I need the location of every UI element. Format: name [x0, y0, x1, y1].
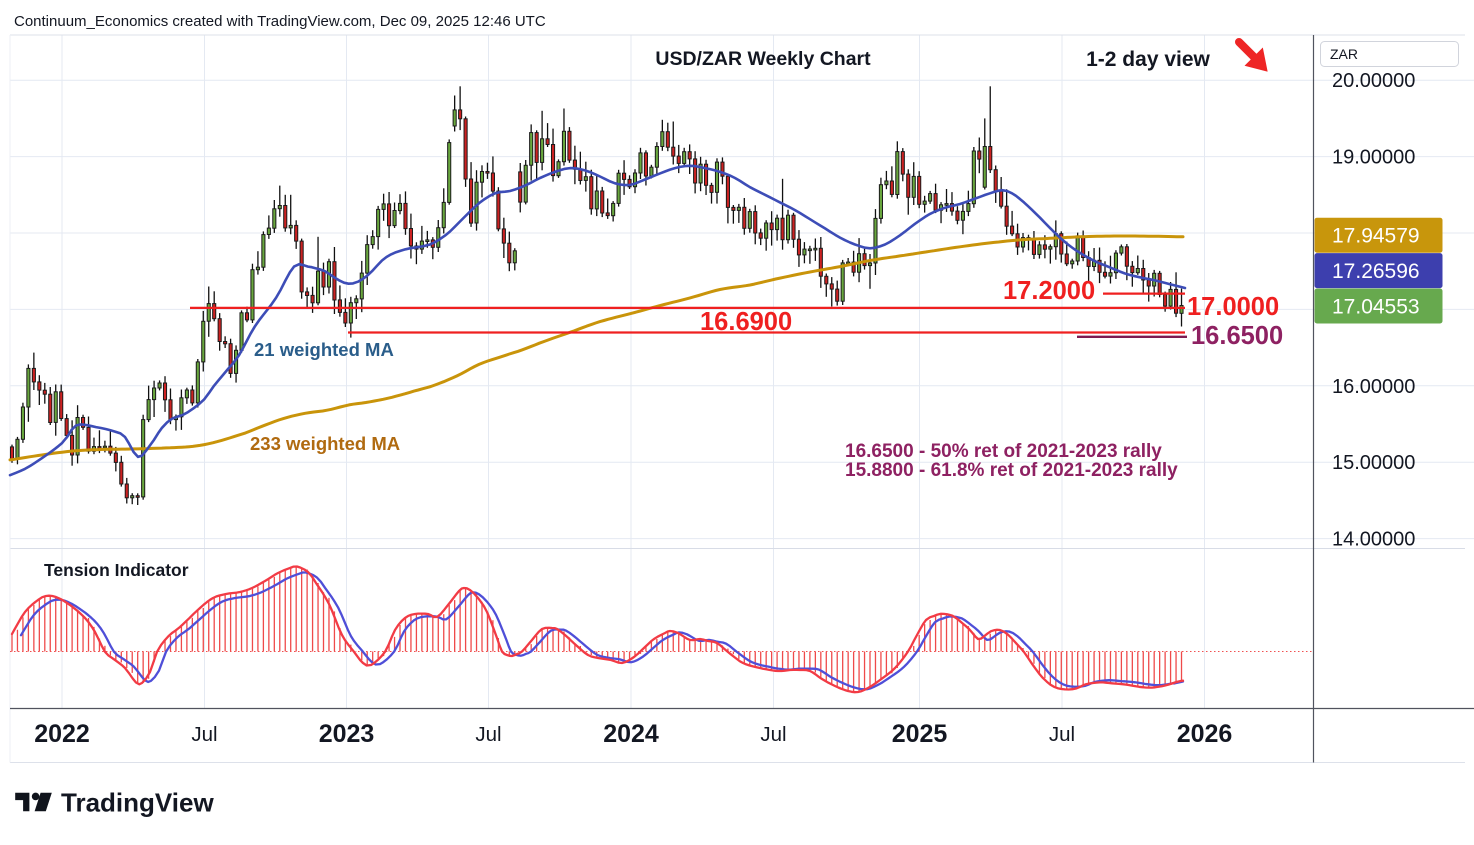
- svg-text:20.00000: 20.00000: [1332, 70, 1415, 92]
- svg-text:2024: 2024: [603, 720, 659, 748]
- svg-text:ZAR: ZAR: [1330, 46, 1358, 62]
- svg-text:Tension Indicator: Tension Indicator: [44, 560, 189, 580]
- svg-text:17.94579: 17.94579: [1332, 225, 1420, 248]
- svg-text:Jul: Jul: [475, 723, 501, 746]
- svg-text:2023: 2023: [319, 720, 375, 748]
- svg-text:15.8800 - 61.8% ret of 2021-20: 15.8800 - 61.8% ret of 2021-2023 rally: [845, 460, 1178, 481]
- svg-text:17.04553: 17.04553: [1332, 296, 1420, 319]
- svg-text:Jul: Jul: [191, 723, 217, 746]
- svg-text:21 weighted MA: 21 weighted MA: [254, 339, 394, 360]
- svg-text:2026: 2026: [1177, 720, 1233, 748]
- svg-text:17.2000: 17.2000: [1003, 277, 1095, 305]
- svg-text:2025: 2025: [892, 720, 948, 748]
- svg-text:USD/ZAR Weekly Chart: USD/ZAR Weekly Chart: [655, 48, 871, 70]
- svg-text:Continuum_Economics created wi: Continuum_Economics created with Trading…: [14, 13, 546, 30]
- svg-text:16.6500: 16.6500: [1191, 322, 1283, 350]
- svg-text:19.00000: 19.00000: [1332, 147, 1415, 169]
- svg-text:2022: 2022: [34, 720, 90, 748]
- svg-text:16.00000: 16.00000: [1332, 376, 1415, 398]
- svg-text:233 weighted MA: 233 weighted MA: [250, 433, 400, 454]
- svg-text:17.26596: 17.26596: [1332, 260, 1420, 283]
- svg-text:16.6500 - 50% ret of 2021-2023: 16.6500 - 50% ret of 2021-2023 rally: [845, 441, 1162, 462]
- svg-text:Jul: Jul: [1049, 723, 1075, 746]
- svg-text:16.6900: 16.6900: [700, 308, 792, 336]
- svg-text:1-2 day view: 1-2 day view: [1086, 48, 1210, 71]
- svg-text:14.00000: 14.00000: [1332, 529, 1415, 551]
- svg-text:15.00000: 15.00000: [1332, 452, 1415, 474]
- svg-text:Jul: Jul: [760, 723, 786, 746]
- svg-text:17.0000: 17.0000: [1187, 293, 1279, 321]
- svg-text:TradingView: TradingView: [61, 788, 214, 818]
